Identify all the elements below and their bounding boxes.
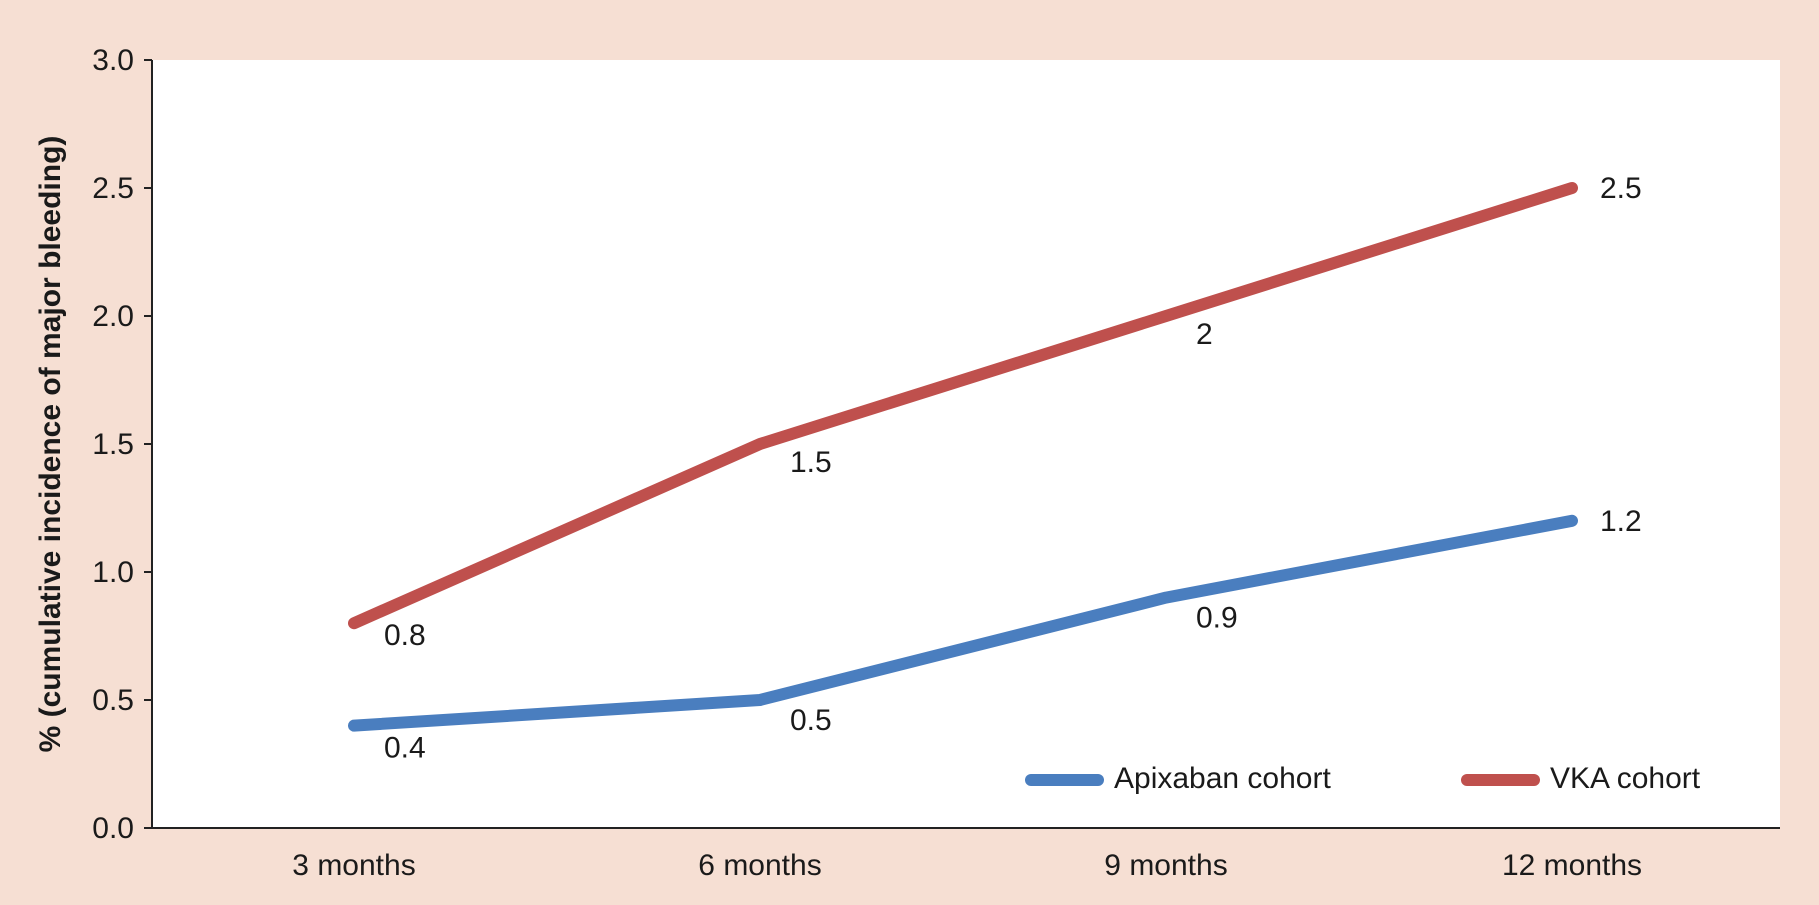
- y-axis-ticks: 0.0 0.5 1.0 1.5 2.0 2.5 3.0: [92, 44, 152, 845]
- series-lines: [348, 182, 1578, 732]
- y-tick-label: 2.5: [92, 172, 134, 205]
- y-tick-label: 0.0: [92, 812, 134, 845]
- data-label: 1.5: [790, 446, 832, 479]
- x-tick-label: 9 months: [1104, 849, 1227, 882]
- data-label: 1.2: [1600, 505, 1642, 538]
- x-axis-ticks: 3 months 6 months 9 months 12 months: [292, 849, 1642, 882]
- data-labels: 0.4 0.5 0.9 1.2 0.8 1.5 2 2.5: [384, 172, 1642, 765]
- data-label: 0.4: [384, 732, 426, 765]
- data-label: 2.5: [1600, 172, 1642, 205]
- data-label: 0.8: [384, 619, 426, 652]
- y-tick-label: 1.0: [92, 556, 134, 589]
- series-line-apixaban: [348, 514, 1578, 732]
- legend-label: Apixaban cohort: [1114, 762, 1331, 795]
- data-label: 2: [1196, 318, 1213, 351]
- series-line-vka: [348, 182, 1578, 630]
- y-axis-title: % (cumulative incidence of major bleedin…: [34, 136, 67, 753]
- plot-area: [152, 60, 1780, 828]
- data-label: 0.9: [1196, 602, 1238, 635]
- y-tick-label: 2.0: [92, 300, 134, 333]
- x-tick-label: 6 months: [698, 849, 821, 882]
- y-tick-label: 3.0: [92, 44, 134, 77]
- legend-label: VKA cohort: [1550, 762, 1701, 795]
- legend: Apixaban cohort VKA cohort: [1025, 762, 1701, 795]
- y-tick-label: 0.5: [92, 684, 134, 717]
- x-tick-label: 12 months: [1502, 849, 1642, 882]
- y-tick-label: 1.5: [92, 428, 134, 461]
- x-tick-label: 3 months: [292, 849, 415, 882]
- data-label: 0.5: [790, 704, 832, 737]
